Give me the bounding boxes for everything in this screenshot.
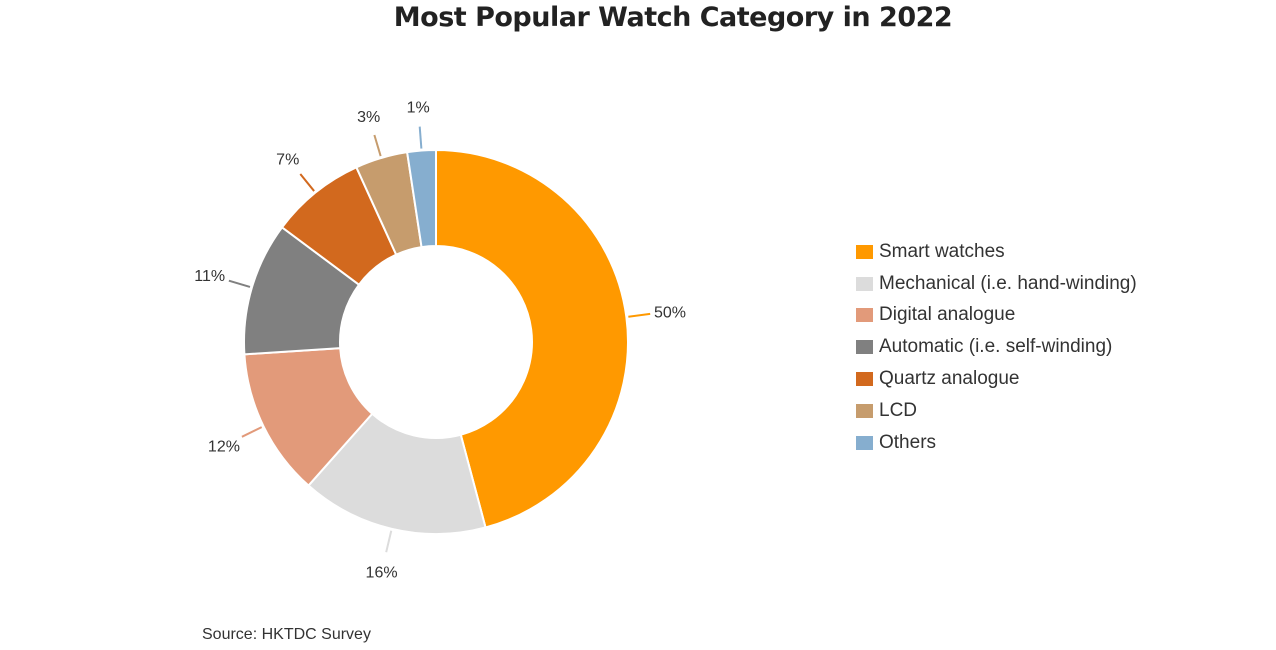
data-label: 1% xyxy=(407,100,430,117)
legend-item: Smart watches xyxy=(856,236,1137,268)
legend-swatch xyxy=(856,435,873,450)
leader-line xyxy=(228,279,251,288)
legend-label: Smart watches xyxy=(879,240,1005,262)
legend-item: Mechanical (i.e. hand-winding) xyxy=(856,268,1137,300)
leader-line xyxy=(418,126,423,149)
data-label: 16% xyxy=(366,565,398,582)
data-label: 11% xyxy=(194,268,225,285)
legend-item: LCD xyxy=(856,395,1137,427)
legend-swatch xyxy=(856,372,873,387)
chart-title: Most Popular Watch Category in 2022 xyxy=(393,2,953,33)
leader-line xyxy=(373,134,382,157)
leader-line xyxy=(385,530,393,553)
legend-label: Automatic (i.e. self-winding) xyxy=(879,336,1113,358)
data-label: 3% xyxy=(357,109,380,126)
donut-slice xyxy=(405,148,437,249)
legend-label: LCD xyxy=(879,399,918,421)
data-label: 12% xyxy=(208,439,240,456)
legend-label: Digital analogue xyxy=(879,304,1016,326)
legend-swatch xyxy=(856,276,873,291)
legend-swatch xyxy=(856,340,873,355)
leader-line xyxy=(299,173,315,192)
data-label: 50% xyxy=(654,304,686,321)
data-label: 7% xyxy=(276,151,299,168)
legend-item: Others xyxy=(856,427,1137,459)
legend-label: Quartz analogue xyxy=(879,368,1020,390)
legend-swatch xyxy=(856,403,873,418)
leader-line xyxy=(628,312,651,318)
legend-item: Quartz analogue xyxy=(856,363,1137,395)
legend-item: Automatic (i.e. self-winding) xyxy=(856,331,1137,363)
donut-slice xyxy=(435,148,629,529)
leader-line xyxy=(241,426,263,438)
donut-slice xyxy=(307,412,487,535)
source-note: Source: HKTDC Survey xyxy=(202,626,371,643)
legend-label: Others xyxy=(879,431,937,453)
legend-item: Digital analogue xyxy=(856,300,1137,332)
legend-swatch xyxy=(856,244,873,259)
legend-swatch xyxy=(856,308,873,323)
legend: Smart watches Mechanical (i.e. hand-windi… xyxy=(856,236,1137,459)
legend-label: Mechanical (i.e. hand-winding) xyxy=(879,272,1137,294)
